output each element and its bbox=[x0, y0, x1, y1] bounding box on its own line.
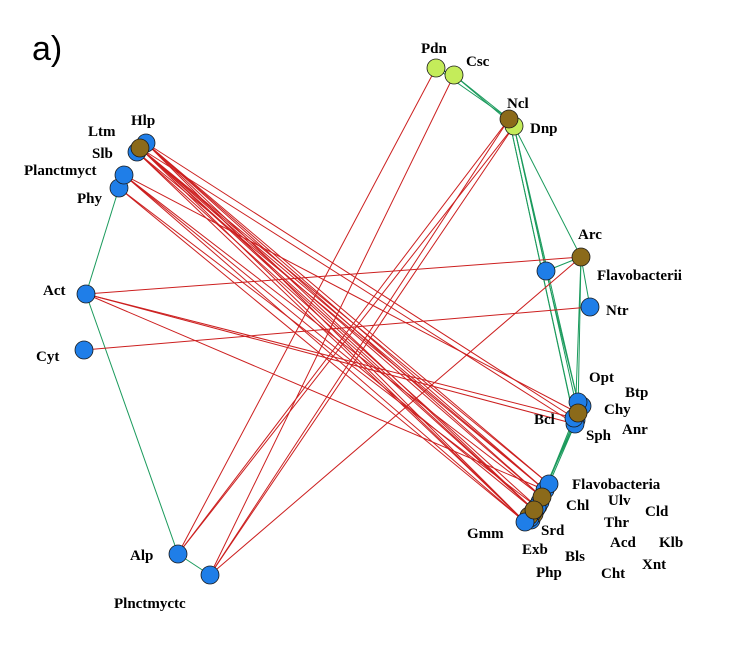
panel-label: a) bbox=[32, 30, 62, 68]
edge-flavobacterii-opt bbox=[545, 270, 579, 403]
edge-ncl-alp bbox=[177, 118, 510, 555]
node-plnctmyctc[interactable] bbox=[200, 565, 220, 585]
node-label-csc: Csc bbox=[466, 54, 490, 70]
edge-phy-act bbox=[85, 187, 120, 295]
node-label-cht: Cht bbox=[601, 566, 625, 582]
node-label-ncl: Ncl bbox=[507, 96, 529, 112]
node-label-flavobacteria: Flavobacteria bbox=[572, 477, 661, 493]
edge-planctmyct-ulv bbox=[123, 174, 543, 498]
node-label-exb: Exb bbox=[522, 542, 548, 558]
node-label-pdn: Pdn bbox=[421, 41, 448, 57]
node-ncl[interactable] bbox=[499, 109, 519, 129]
node-label-gmm: Gmm bbox=[467, 526, 504, 542]
node-label-opt: Opt bbox=[589, 370, 614, 386]
node-layer bbox=[74, 58, 600, 585]
node-label-chy: Chy bbox=[604, 402, 631, 418]
edge-planctmyct-gmm bbox=[123, 174, 526, 523]
node-flavobacterii[interactable] bbox=[536, 261, 556, 281]
edge-ltm-chl bbox=[136, 151, 546, 491]
node-label-phy: Phy bbox=[77, 191, 103, 207]
node-label-bcl: Bcl bbox=[534, 412, 555, 428]
node-label-php: Php bbox=[536, 565, 562, 581]
node-label-alp: Alp bbox=[130, 548, 153, 564]
edge-dnp-arc bbox=[513, 125, 582, 258]
node-arc[interactable] bbox=[571, 247, 591, 267]
node-chy[interactable] bbox=[568, 403, 588, 423]
edge-act-arc bbox=[85, 256, 582, 295]
node-label-planctmyct: Planctmyct bbox=[24, 163, 96, 179]
node-label-act: Act bbox=[43, 283, 66, 299]
node-label-bls: Bls bbox=[565, 549, 585, 565]
node-planctmyct[interactable] bbox=[114, 165, 134, 185]
node-label-xnt: Xnt bbox=[642, 557, 666, 573]
edge-pdn-alp bbox=[177, 67, 437, 555]
node-label-cyt: Cyt bbox=[36, 349, 59, 365]
node-label-hlp: Hlp bbox=[131, 113, 155, 129]
edge-slb-ulv bbox=[139, 147, 543, 498]
edge-ncl-plnctmyctc bbox=[209, 118, 510, 576]
node-label-dnp: Dnp bbox=[530, 121, 558, 137]
node-label-srd: Srd bbox=[541, 523, 565, 539]
edge-hlp-srd bbox=[145, 142, 535, 511]
node-csc[interactable] bbox=[444, 65, 464, 85]
edge-layer bbox=[83, 67, 591, 576]
edge-ltm-gmm bbox=[136, 151, 526, 523]
node-act[interactable] bbox=[76, 284, 96, 304]
node-label-acd: Acd bbox=[610, 535, 636, 551]
node-label-thr: Thr bbox=[604, 515, 629, 531]
edge-ltm-srd bbox=[136, 151, 535, 511]
node-label-ntr: Ntr bbox=[606, 303, 629, 319]
node-label-chl: Chl bbox=[566, 498, 589, 514]
edge-dnp-alp bbox=[177, 125, 515, 555]
edge-cyt-ntr bbox=[83, 306, 591, 351]
edge-slb-flavobacteria bbox=[139, 147, 550, 485]
edge-phy-thr bbox=[118, 187, 538, 508]
node-cyt[interactable] bbox=[74, 340, 94, 360]
edge-hlp-flavobacteria bbox=[145, 142, 550, 485]
edge-phy-gmm bbox=[118, 187, 526, 523]
node-label-ulv: Ulv bbox=[608, 493, 631, 509]
node-label-sph: Sph bbox=[586, 428, 612, 444]
edge-dnp-plnctmyctc bbox=[209, 125, 515, 576]
node-label-klb: Klb bbox=[659, 535, 683, 551]
edge-slb-sph bbox=[139, 147, 576, 425]
edge-slb-chl bbox=[139, 147, 546, 491]
edge-csc-plnctmyctc bbox=[209, 74, 455, 576]
edge-act-alp bbox=[85, 293, 179, 555]
edge-act-chl bbox=[85, 293, 546, 491]
node-label-btp: Btp bbox=[625, 385, 648, 401]
edge-arc-plnctmyctc bbox=[209, 256, 582, 576]
node-pdn[interactable] bbox=[426, 58, 446, 78]
edge-planctmyct-chy bbox=[123, 174, 579, 414]
node-label-slb: Slb bbox=[92, 146, 113, 162]
node-label-arc: Arc bbox=[578, 227, 602, 243]
node-label-cld: Cld bbox=[645, 504, 669, 520]
node-label-anr: Anr bbox=[622, 422, 648, 438]
node-alp[interactable] bbox=[168, 544, 188, 564]
node-slb[interactable] bbox=[130, 138, 150, 158]
edge-act-bcl bbox=[85, 293, 575, 419]
edge-hlp-bcl bbox=[145, 142, 575, 419]
node-label-flavobacterii: Flavobacterii bbox=[597, 268, 682, 284]
edge-planctmyct-srd bbox=[123, 174, 535, 511]
node-srd[interactable] bbox=[524, 500, 544, 520]
node-label-plnctmyctc: Plnctmyctc bbox=[114, 596, 186, 612]
edge-slb-thr bbox=[139, 147, 538, 508]
node-ntr[interactable] bbox=[580, 297, 600, 317]
node-label-ltm: Ltm bbox=[88, 124, 116, 140]
